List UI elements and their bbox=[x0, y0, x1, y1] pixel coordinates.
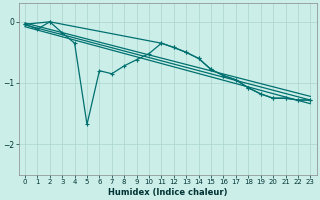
X-axis label: Humidex (Indice chaleur): Humidex (Indice chaleur) bbox=[108, 188, 228, 197]
